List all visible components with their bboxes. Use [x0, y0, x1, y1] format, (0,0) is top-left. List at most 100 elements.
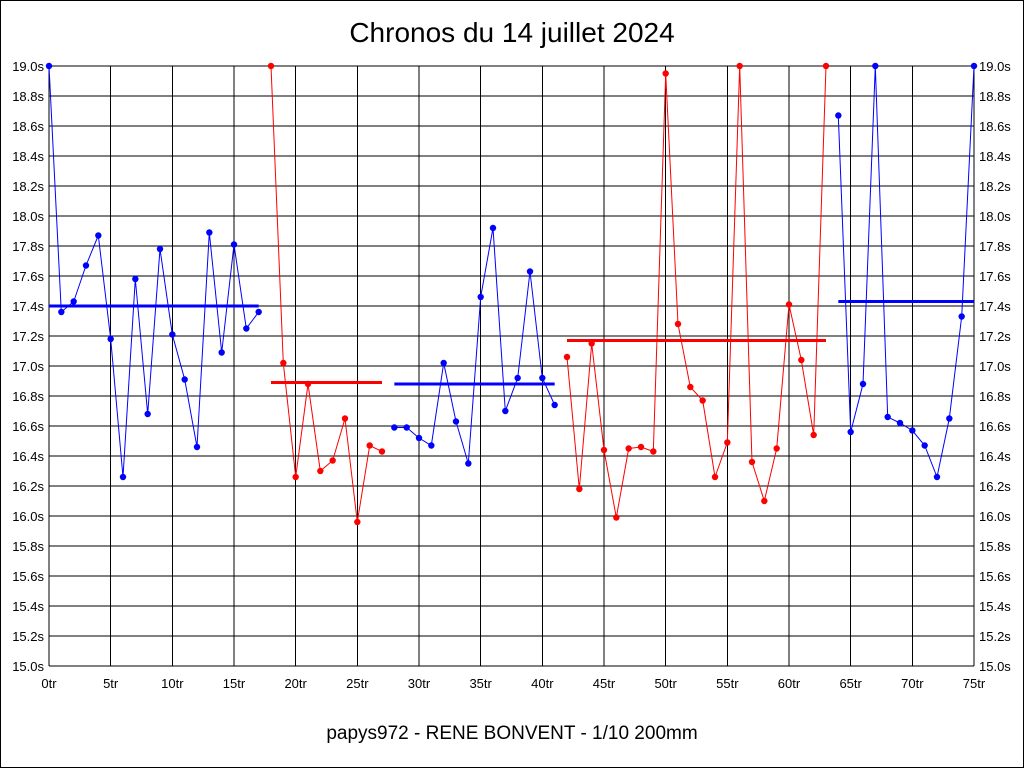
data-point — [452, 418, 460, 425]
data-point — [958, 313, 965, 320]
data-point — [662, 70, 669, 77]
y-tick-label-left: 15.6s — [12, 569, 44, 584]
data-point — [748, 458, 756, 466]
data-point — [539, 374, 546, 382]
y-tick-label-right: 15.0s — [979, 659, 1011, 674]
data-point — [798, 356, 805, 364]
y-tick-label-right: 17.4s — [979, 299, 1011, 314]
y-tick-label-left: 16.2s — [12, 479, 44, 494]
x-tick-label: 60tr — [778, 676, 801, 691]
y-tick-label-left: 18.8s — [12, 89, 44, 104]
data-point — [366, 442, 373, 449]
y-tick-label-right: 15.4s — [979, 599, 1011, 614]
y-tick-label-right: 18.8s — [979, 89, 1011, 104]
y-tick-label-left: 15.4s — [12, 599, 44, 614]
data-point — [378, 448, 386, 455]
data-point — [810, 431, 817, 439]
y-tick-label-left: 16.8s — [12, 389, 44, 404]
data-point — [206, 229, 213, 236]
x-tick-label: 35tr — [469, 676, 492, 691]
series-line — [48, 65, 260, 478]
data-point — [243, 325, 250, 332]
data-point — [107, 335, 114, 343]
data-point — [280, 359, 287, 367]
data-point — [58, 308, 65, 316]
chart-footer: papys972 - RENE BONVENT - 1/10 200mm — [326, 723, 698, 744]
data-point — [255, 308, 262, 316]
data-point — [465, 460, 472, 467]
y-tick-label-left: 18.4s — [12, 149, 44, 164]
y-tick-label-left: 19.0s — [12, 59, 44, 74]
data-point — [576, 485, 583, 493]
data-point — [884, 413, 891, 421]
y-tick-label-left: 18.6s — [12, 119, 44, 134]
data-point — [625, 445, 632, 452]
data-point — [921, 442, 928, 449]
data-point — [502, 407, 509, 415]
y-tick-label-left: 15.2s — [12, 629, 44, 644]
y-tick-label-right: 18.0s — [979, 209, 1011, 224]
data-point — [785, 301, 793, 308]
y-tick-label-right: 17.6s — [979, 269, 1011, 284]
y-tick-label-left: 16.0s — [12, 509, 44, 524]
x-tick-label: 65tr — [839, 676, 862, 691]
x-tick-label: 40tr — [531, 676, 554, 691]
data-point — [119, 473, 127, 481]
x-tick-label: 5tr — [103, 676, 119, 691]
data-point — [563, 353, 571, 361]
data-point — [95, 232, 102, 239]
data-point — [650, 448, 657, 455]
y-tick-label-left: 17.4s — [12, 299, 44, 314]
data-point — [761, 497, 768, 505]
x-tick-label: 50tr — [654, 676, 677, 691]
y-tick-label-left: 15.8s — [12, 539, 44, 554]
data-point — [822, 62, 830, 70]
series-line — [837, 65, 975, 479]
data-point — [477, 293, 484, 301]
data-point — [724, 439, 731, 446]
data-point — [872, 62, 879, 70]
data-point — [970, 62, 978, 70]
y-tick-label-left: 17.8s — [12, 239, 44, 254]
data-point — [193, 443, 201, 451]
y-tick-label-right: 16.8s — [979, 389, 1011, 404]
data-point — [699, 397, 706, 404]
y-tick-label-right: 17.0s — [979, 359, 1011, 374]
data-point — [933, 473, 941, 481]
data-point — [317, 467, 324, 475]
chart-title: Chronos du 14 juillet 2024 — [349, 17, 675, 48]
data-point — [674, 320, 682, 328]
y-tick-label-right: 17.8s — [979, 239, 1011, 254]
y-tick-label-left: 18.0s — [12, 209, 44, 224]
data-point — [169, 331, 176, 338]
data-point — [637, 443, 645, 451]
x-tick-label: 70tr — [901, 676, 924, 691]
x-tick-label: 25tr — [346, 676, 369, 691]
data-point — [70, 298, 77, 305]
x-tick-label: 0tr — [41, 676, 57, 691]
y-tick-label-right: 16.4s — [979, 449, 1011, 464]
y-tick-label-left: 16.6s — [12, 419, 44, 434]
x-tick-label: 55tr — [716, 676, 739, 691]
data-point — [415, 434, 423, 442]
series-line — [394, 227, 556, 464]
y-tick-label-right: 15.8s — [979, 539, 1011, 554]
data-point — [835, 112, 842, 119]
data-point — [403, 424, 410, 431]
y-tick-label-right: 18.4s — [979, 149, 1011, 164]
data-point — [132, 275, 139, 283]
data-point — [144, 410, 151, 418]
data-point — [440, 359, 447, 367]
data-point — [354, 518, 361, 526]
data-point — [489, 224, 497, 232]
data-point — [773, 445, 780, 452]
y-tick-label-left: 17.2s — [12, 329, 44, 344]
data-point — [82, 262, 90, 269]
data-point — [909, 427, 916, 434]
data-point — [230, 241, 238, 248]
data-point — [181, 376, 188, 383]
y-tick-label-left: 16.4s — [12, 449, 44, 464]
data-point — [45, 62, 53, 70]
data-point — [711, 473, 719, 481]
